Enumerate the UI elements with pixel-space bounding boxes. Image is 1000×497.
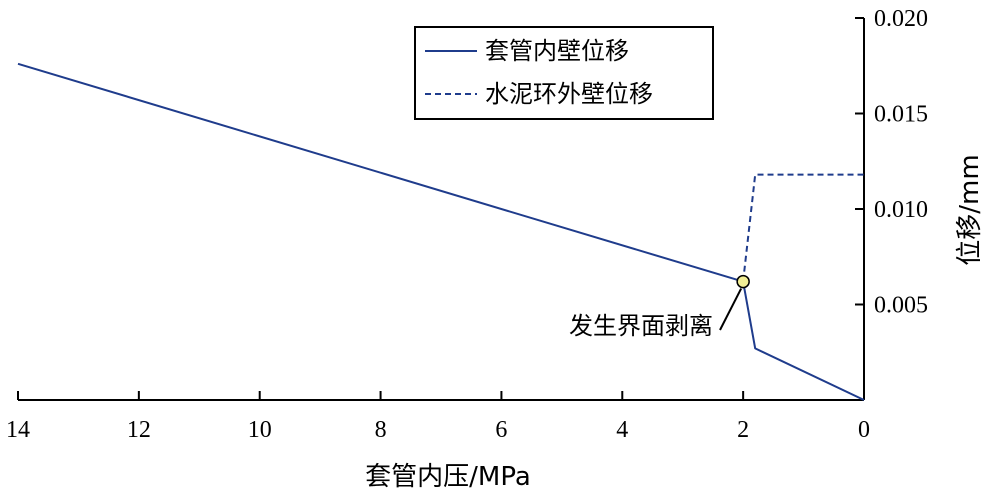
annotation-marker bbox=[736, 274, 750, 289]
legend-label-1: 套管内壁位移 bbox=[485, 37, 629, 65]
y-tick-label: 0.020 bbox=[874, 6, 928, 32]
series-line-1 bbox=[17, 62, 865, 401]
annotation-leader-line bbox=[719, 288, 743, 331]
y-tick-label: 0.015 bbox=[874, 102, 928, 128]
y-tick-label: 0.010 bbox=[874, 197, 928, 223]
annotation-label: 发生界面剥离 bbox=[569, 312, 713, 340]
axes: 14 12 10 8 6 4 2 0 0.005 0.010 0.015 0.020 bbox=[6, 6, 928, 443]
series-layer bbox=[17, 62, 865, 401]
annotation-layer: 发生界面剥离 bbox=[569, 274, 750, 340]
x-tick-label: 10 bbox=[248, 417, 272, 443]
x-tick-label: 14 bbox=[6, 417, 30, 443]
x-tick-label: 4 bbox=[616, 417, 628, 443]
y-axis-title: 位移/mm bbox=[955, 154, 985, 265]
x-tick-label: 12 bbox=[127, 417, 151, 443]
x-tick-label: 2 bbox=[737, 417, 749, 443]
x-tick-label: 0 bbox=[858, 417, 870, 443]
legend-box bbox=[414, 26, 714, 120]
x-tick-label: 6 bbox=[495, 417, 507, 443]
legend-label-2: 水泥环外壁位移 bbox=[485, 80, 653, 108]
x-axis-title: 套管内压/MPa bbox=[365, 462, 531, 492]
series-line-2 bbox=[742, 173, 864, 282]
y-tick-label: 0.005 bbox=[874, 293, 928, 319]
x-tick-label: 8 bbox=[375, 417, 387, 443]
